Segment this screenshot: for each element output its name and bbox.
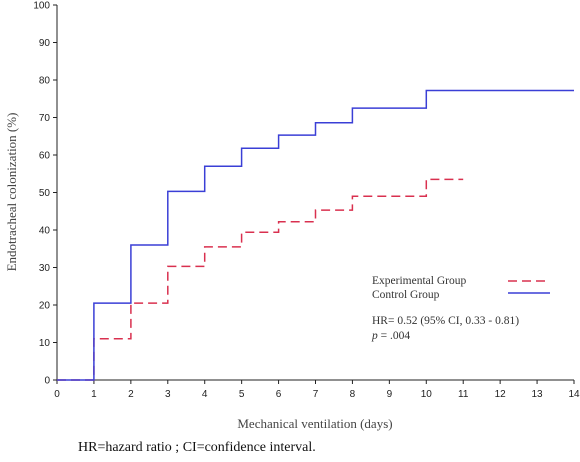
x-tick-label: 1 (91, 389, 97, 400)
y-tick-label: 80 (39, 76, 51, 87)
y-tick-label: 40 (39, 226, 51, 237)
p-value: = .004 (378, 330, 411, 342)
x-tick-label: 14 (568, 389, 580, 400)
y-tick-label: 20 (39, 301, 51, 312)
x-tick-label: 8 (350, 389, 356, 400)
x-tick-label: 3 (165, 389, 171, 400)
y-tick-label: 30 (39, 263, 51, 274)
series-line-experimental (57, 178, 464, 381)
footnote: HR=hazard ratio ; CI=confidence interval… (78, 440, 316, 455)
x-axis-label: Mechanical ventilation (days) (237, 416, 392, 431)
x-tick-label: 13 (532, 389, 544, 400)
y-tick-label: 10 (39, 338, 51, 349)
hazard-ratio-text: HR= 0.52 (95% CI, 0.33 - 0.81) (372, 315, 519, 327)
y-tick-label: 90 (39, 38, 51, 49)
x-tick-label: 4 (202, 389, 208, 400)
x-tick-label: 0 (54, 389, 60, 400)
p-value-text: p = .004 (371, 330, 410, 342)
x-tick-label: 2 (128, 389, 134, 400)
series-line-control (57, 89, 574, 381)
y-tick-label: 0 (44, 376, 50, 387)
x-tick-label: 7 (313, 389, 319, 400)
x-tick-label: 9 (387, 389, 393, 400)
series-layer (57, 89, 574, 381)
legend-label-experimental: Experimental Group (372, 275, 466, 287)
x-tick-label: 6 (276, 389, 282, 400)
p-symbol: p (371, 330, 378, 342)
y-tick-label: 70 (39, 113, 51, 124)
x-tick-label: 11 (458, 389, 469, 400)
y-tick-label: 50 (39, 188, 51, 199)
legend: Experimental Group Control Group (372, 275, 550, 301)
y-tick-label: 60 (39, 151, 51, 162)
legend-label-control: Control Group (372, 289, 440, 301)
x-tick-label: 10 (421, 389, 433, 400)
x-tick-label: 12 (495, 389, 507, 400)
y-axis-label: Endotracheal colonization (%) (4, 113, 19, 272)
x-tick-label: 5 (239, 389, 245, 400)
y-tick-label: 100 (33, 1, 50, 12)
